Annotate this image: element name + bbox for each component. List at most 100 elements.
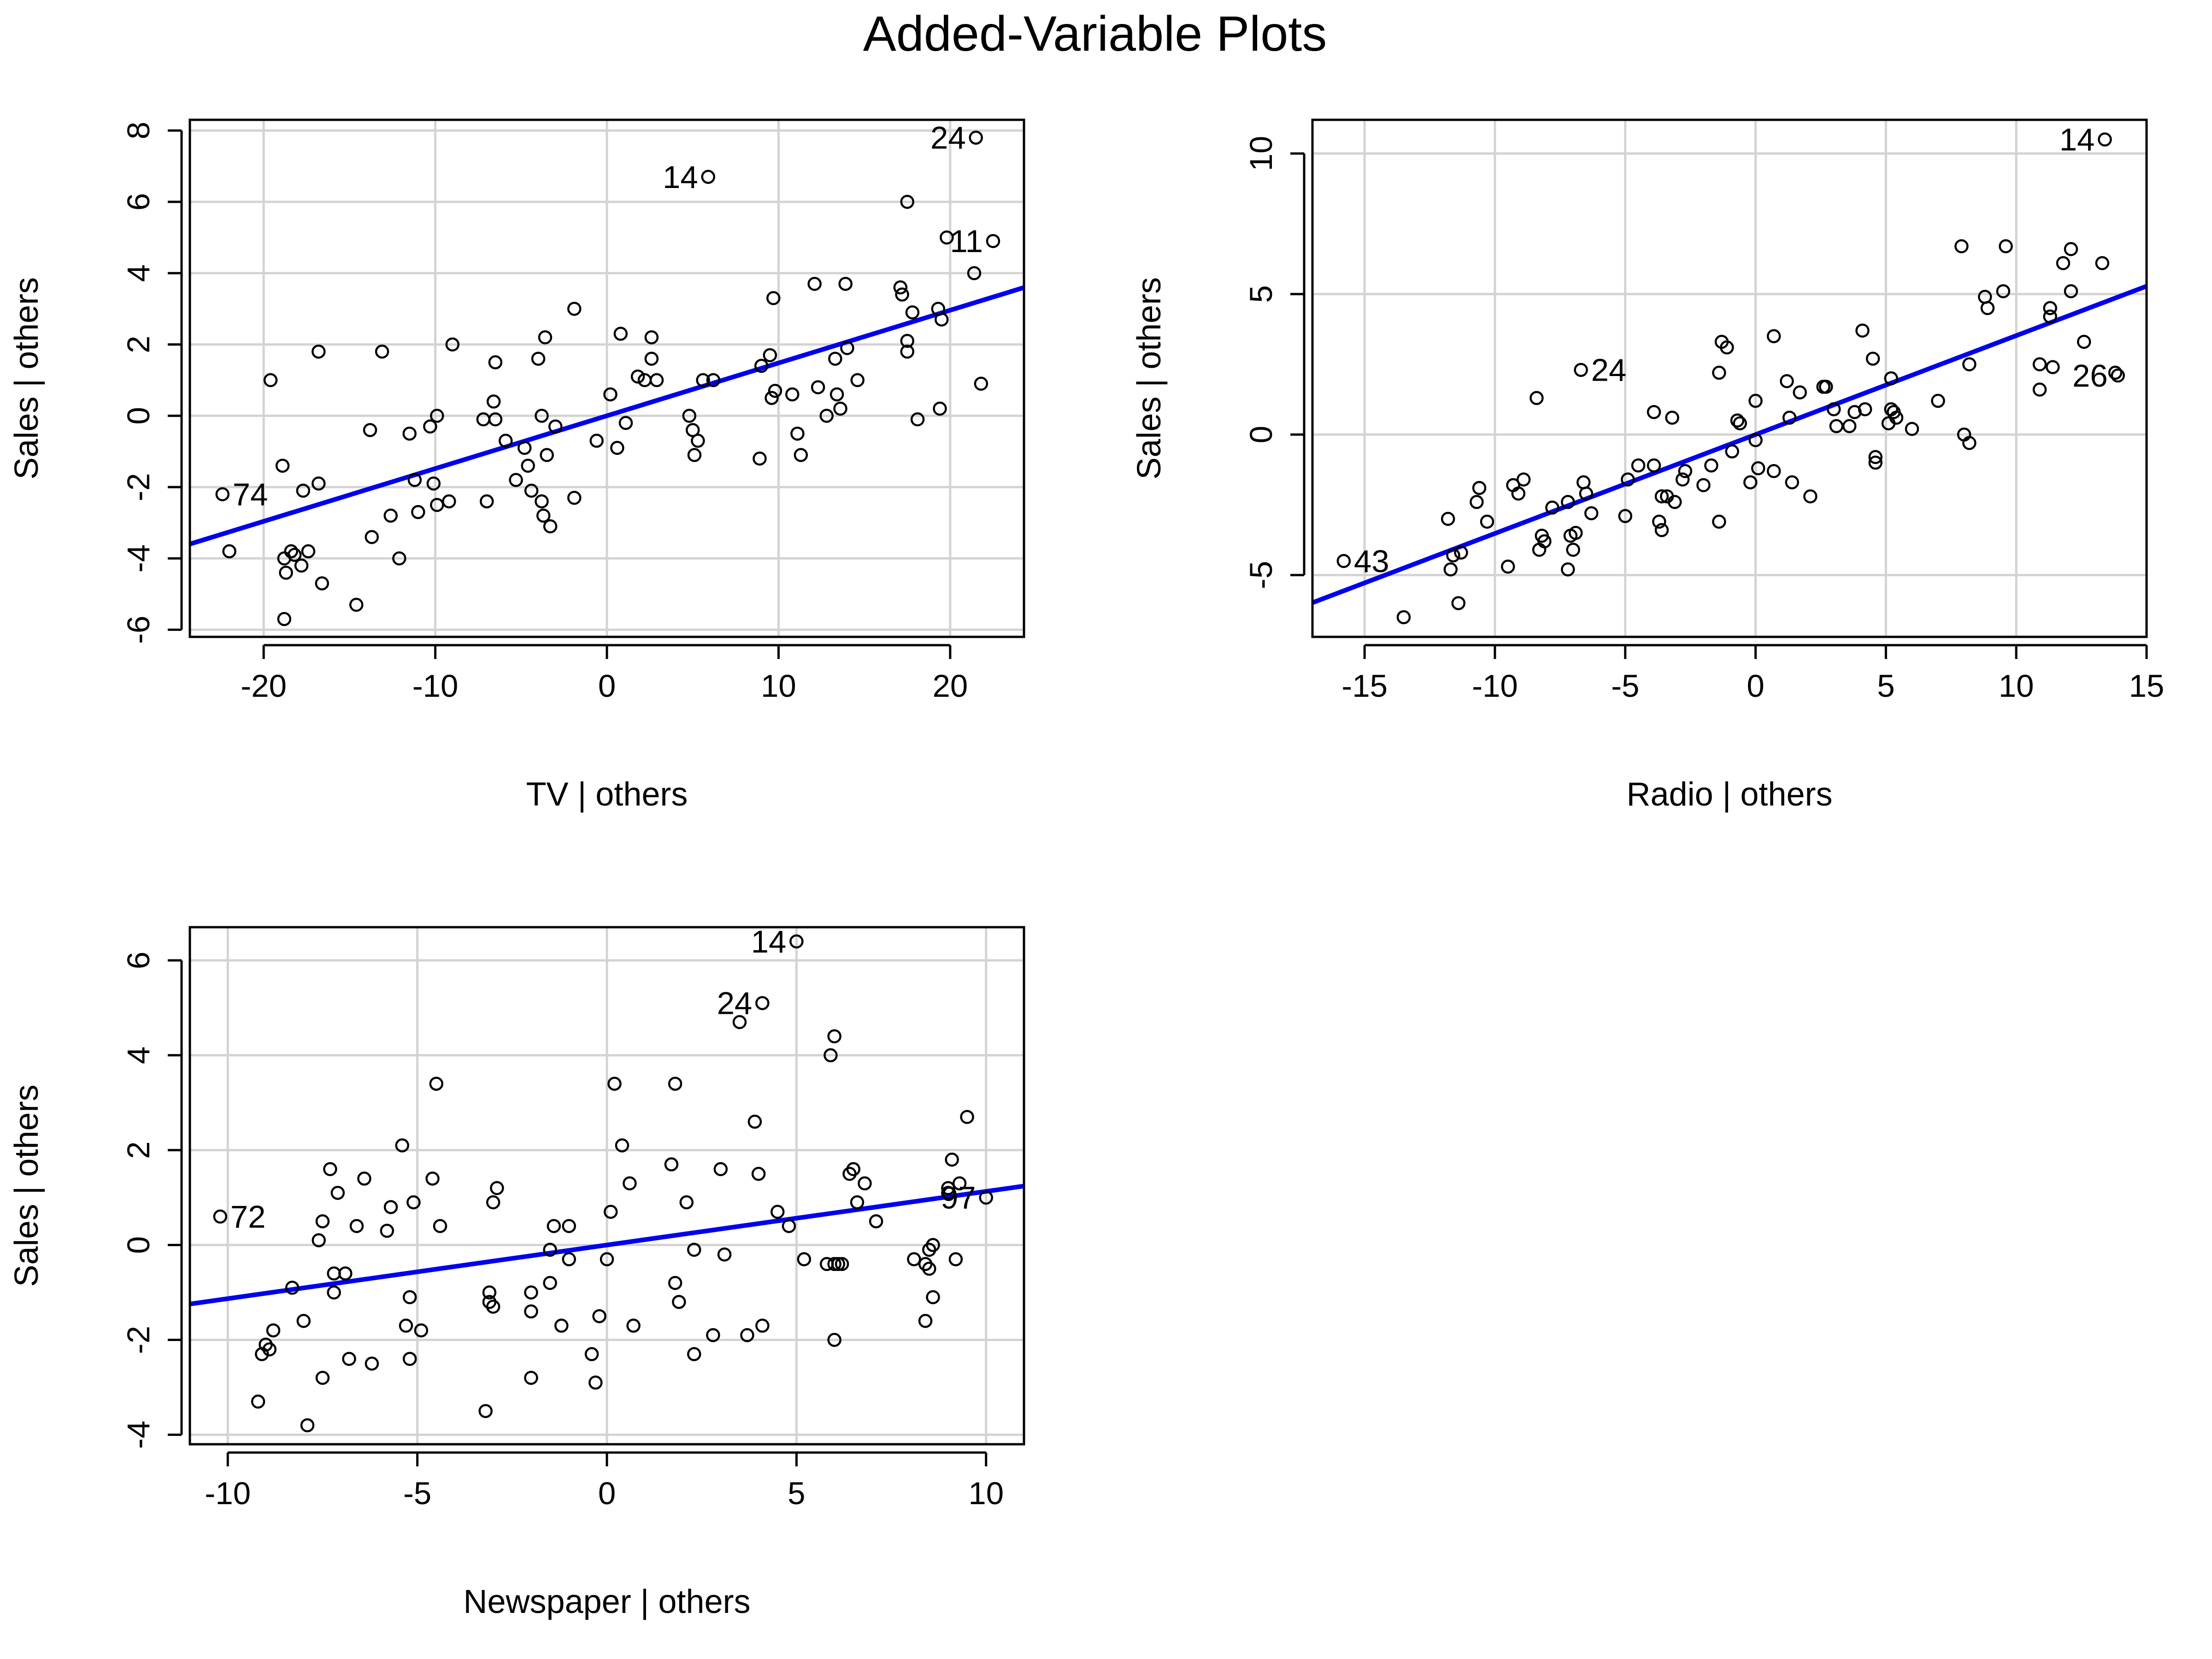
- data-point: [399, 1318, 413, 1333]
- data-point: [429, 1077, 444, 1091]
- data-point: [312, 344, 326, 359]
- data-point: [807, 276, 822, 291]
- data-point: [1652, 514, 1666, 529]
- data-point: [543, 519, 558, 534]
- data-point: [644, 330, 659, 345]
- data-point: [1454, 545, 1468, 560]
- data-point: [1730, 413, 1745, 428]
- data-point: [488, 355, 503, 370]
- y-tick-label: 6: [121, 193, 156, 211]
- y-tick-label: 2: [121, 1141, 156, 1159]
- point-label: 11: [950, 224, 983, 259]
- data-point: [941, 1181, 955, 1195]
- data-point: [294, 558, 309, 573]
- data-point: [531, 352, 546, 366]
- data-point: [1954, 239, 1969, 253]
- data-point: [554, 1318, 569, 1333]
- y-tick-label: 4: [121, 1047, 156, 1064]
- data-point: [1530, 391, 1544, 405]
- data-point: [986, 234, 1000, 248]
- data-point: [486, 394, 501, 409]
- data-point: [770, 1205, 785, 1219]
- data-point: [869, 1214, 883, 1229]
- x-tick-label: -10: [205, 1476, 251, 1511]
- data-point: [1470, 495, 1484, 509]
- data-point: [1665, 411, 1679, 425]
- data-point: [974, 377, 988, 391]
- point-label: 14: [751, 924, 787, 959]
- data-point: [1584, 506, 1599, 520]
- data-point: [811, 380, 825, 394]
- data-point: [2077, 335, 2091, 349]
- data-point: [1996, 284, 2011, 299]
- data-point: [509, 473, 523, 487]
- data-point: [926, 1238, 940, 1252]
- data-point: [717, 1247, 732, 1262]
- data-point: [315, 1371, 330, 1385]
- regression-line: [190, 285, 1024, 547]
- y-tick-label: 0: [1243, 426, 1279, 443]
- data-point: [411, 505, 425, 519]
- data-point: [751, 1167, 766, 1181]
- x-tick-label: 15: [2129, 668, 2165, 704]
- y-tick-label: -2: [121, 473, 156, 501]
- x-axis-title: Newspaper | others: [463, 1583, 750, 1620]
- data-point: [819, 408, 834, 423]
- data-point: [1696, 478, 1711, 492]
- y-tick-label: 8: [121, 122, 156, 139]
- data-point: [747, 1114, 762, 1129]
- point-label: 97: [941, 1180, 976, 1216]
- data-point: [538, 330, 553, 345]
- data-point: [383, 508, 398, 523]
- data-point: [948, 1252, 963, 1266]
- data-point: [905, 305, 920, 320]
- data-point: [1868, 450, 1883, 464]
- data-point: [480, 494, 494, 509]
- data-point: [687, 448, 702, 462]
- data-point: [2032, 357, 2047, 371]
- data-point: [1793, 385, 1807, 400]
- data-point: [910, 412, 925, 427]
- x-tick-label: 0: [1747, 668, 1764, 704]
- point-label: 14: [663, 159, 698, 195]
- data-point: [312, 477, 326, 491]
- data-point: [2046, 360, 2060, 374]
- data-point: [2095, 256, 2110, 271]
- x-tick-label: 10: [761, 668, 796, 704]
- data-point: [603, 1205, 618, 1219]
- data-point: [691, 434, 705, 448]
- data-point: [1829, 419, 1844, 433]
- data-point: [1561, 562, 1575, 577]
- data-point: [1931, 394, 1945, 408]
- data-point: [524, 483, 539, 498]
- data-point: [1443, 562, 1458, 577]
- data-point: [1654, 523, 1669, 537]
- data-point: [315, 576, 329, 591]
- data-point: [1396, 610, 1411, 624]
- data-point: [687, 1242, 701, 1257]
- data-point: [1999, 239, 2013, 253]
- data-point: [592, 1309, 606, 1324]
- x-tick-label: -15: [1341, 668, 1388, 704]
- data-point: [1842, 419, 1857, 433]
- data-point: [266, 1323, 281, 1338]
- data-point: [1889, 411, 1904, 425]
- data-point: [682, 408, 697, 423]
- data-point: [679, 1195, 694, 1210]
- data-point: [1748, 394, 1763, 408]
- data-point: [789, 934, 804, 949]
- data-point: [365, 530, 379, 544]
- data-point: [442, 494, 456, 509]
- data-point: [933, 401, 947, 416]
- data-point: [349, 598, 364, 612]
- regression-line: [190, 1183, 1024, 1306]
- data-point: [1962, 436, 1977, 450]
- data-point: [315, 1214, 330, 1229]
- data-point: [430, 408, 444, 423]
- data-point: [1566, 542, 1580, 557]
- data-point: [547, 1219, 561, 1233]
